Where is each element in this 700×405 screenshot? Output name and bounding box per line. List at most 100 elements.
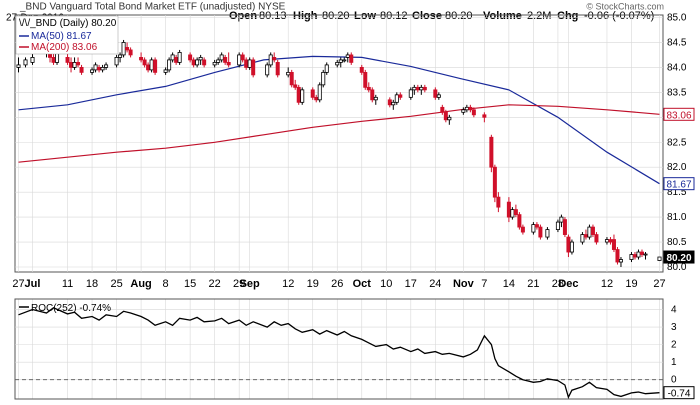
- candle-body: [363, 71, 368, 88]
- candle-body: [387, 99, 392, 106]
- candle: [188, 52, 193, 63]
- price-y-tick-label: 82.5: [667, 137, 687, 148]
- candle-body: [440, 106, 445, 113]
- candle-body: [296, 86, 301, 103]
- candle-body: [139, 57, 144, 61]
- candle-body: [163, 69, 168, 73]
- candle-body: [520, 226, 525, 233]
- candle: [223, 54, 228, 65]
- price-y-tick-label: 82.0: [667, 162, 687, 173]
- price-tag-box: [663, 250, 695, 264]
- candle: [100, 64, 105, 73]
- candle-body: [370, 89, 375, 101]
- moving-average-lines: [18, 55, 660, 185]
- candle: [247, 57, 252, 70]
- candle-body: [142, 59, 147, 66]
- candlesticks: [16, 37, 662, 268]
- candle: [359, 64, 364, 75]
- candle-body: [562, 219, 567, 235]
- candle: [76, 57, 81, 68]
- price-grid: [15, 15, 663, 399]
- candle-body: [286, 71, 291, 76]
- candle-body: [237, 54, 242, 66]
- x-tick-label: 14: [503, 278, 515, 290]
- volume-label: Volume: [483, 10, 522, 22]
- x-tick-label: Nov: [453, 278, 475, 290]
- candle-body: [531, 224, 536, 233]
- candle-body: [335, 62, 340, 66]
- candle-body: [191, 59, 196, 66]
- candle: [608, 237, 613, 245]
- x-tick-label: 25: [110, 278, 122, 290]
- candle: [566, 234, 571, 258]
- roc-tag-label: -0.74: [668, 389, 691, 400]
- candle-body: [93, 64, 98, 71]
- price-y-tick-label: 84.5: [667, 37, 687, 48]
- price-tag-box: [663, 107, 695, 121]
- ma50-line: [18, 55, 660, 185]
- x-tick-label: 12: [601, 278, 613, 290]
- candle-body: [121, 42, 126, 56]
- candle: [639, 249, 644, 258]
- candle: [643, 252, 648, 260]
- candle: [632, 252, 637, 260]
- candle: [23, 57, 28, 68]
- roc-y-tick-label: 3: [671, 322, 677, 333]
- candle-body: [97, 66, 102, 71]
- candle-body: [174, 57, 179, 63]
- candle-body: [545, 229, 550, 238]
- candle: [191, 57, 196, 68]
- candle-body: [496, 196, 501, 208]
- candle: [219, 52, 224, 63]
- candle: [436, 92, 441, 100]
- x-tick-label: 15: [184, 278, 196, 290]
- candle-body: [72, 62, 77, 68]
- x-tick-label: 7: [481, 278, 487, 290]
- price-legend: \/\/_BND (Daily) 80.20 MA(50) 81.67 MA(2…: [15, 15, 119, 55]
- close-label: Close: [412, 10, 442, 22]
- candle: [125, 42, 130, 53]
- open-label: Open: [229, 10, 257, 22]
- candle-body: [342, 59, 347, 62]
- candle: [538, 224, 543, 240]
- price-y-axis: 80.080.581.081.582.082.583.083.584.084.5…: [667, 12, 687, 273]
- candle-body: [657, 256, 662, 261]
- roc-line: [18, 307, 660, 399]
- candle: [114, 54, 119, 68]
- candle: [251, 57, 256, 78]
- candle: [240, 52, 245, 63]
- candle-body: [366, 86, 371, 91]
- candle: [286, 67, 291, 78]
- candle-body: [349, 54, 354, 63]
- candle-body: [415, 86, 420, 91]
- candle: [464, 104, 469, 113]
- candle-body: [517, 214, 522, 228]
- candle-body: [188, 54, 193, 61]
- candle-body: [90, 69, 95, 73]
- candle-body: [16, 64, 21, 68]
- candle-body: [202, 59, 207, 66]
- candle-body: [398, 94, 403, 98]
- x-tick-label: 17: [405, 278, 417, 290]
- candle-body: [419, 86, 424, 91]
- candle: [534, 222, 539, 230]
- roc-legend: ROC(252) -0.74%: [19, 303, 111, 314]
- candle-body: [114, 57, 119, 66]
- candle-body: [345, 54, 350, 58]
- candle-body: [433, 89, 438, 98]
- candle-body: [629, 254, 634, 260]
- roc-y-tick-label: 1: [671, 357, 677, 368]
- legend-item-ma50: MA(50) 81.67: [31, 31, 92, 42]
- candle-body: [65, 57, 70, 63]
- candle-body: [240, 54, 245, 61]
- candle-body: [510, 209, 515, 218]
- candle: [174, 54, 179, 65]
- candle-body: [608, 239, 613, 243]
- candle-body: [223, 57, 228, 63]
- roc-y-tick-label: 0: [671, 375, 677, 386]
- candle-body: [324, 64, 329, 73]
- candle-body: [118, 54, 123, 58]
- candle-body: [125, 47, 130, 51]
- candle: [300, 87, 305, 105]
- candle: [272, 52, 277, 63]
